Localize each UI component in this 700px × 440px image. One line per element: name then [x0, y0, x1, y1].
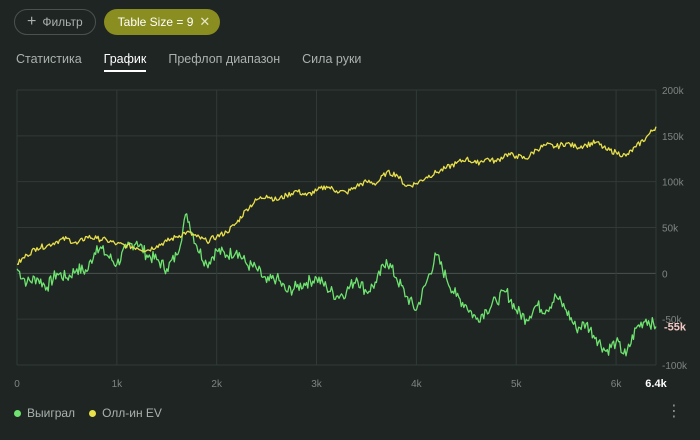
tab-graph[interactable]: График — [103, 52, 147, 72]
tab-statistics[interactable]: Статистика — [16, 52, 82, 66]
active-filter-label: Table Size = 9 — [117, 15, 194, 29]
axis-labels: 200k 150k 100k 50k 0 -50k -100k 0 1k 2k 3k 4k 5k 6k 6.… — [14, 86, 688, 390]
y-tick-label: -50k — [662, 315, 682, 326]
tab-hand-strength[interactable]: Сила руки — [302, 52, 362, 66]
tab-preflop-range[interactable]: Префлоп диапазон — [168, 52, 281, 66]
current-value-label: -55k — [664, 322, 687, 334]
x-tick-label: 4k — [411, 379, 423, 390]
legend-dot-allin-ev — [89, 409, 97, 417]
active-filter-chip[interactable]: Table Size = 9 ✕ — [103, 9, 221, 35]
x-tick-label: 2k — [211, 379, 223, 390]
more-options-icon[interactable]: ⋮ — [666, 403, 682, 420]
legend-label-won: Выиграл — [27, 406, 76, 420]
add-filter-label: Фильтр — [42, 15, 83, 29]
grid — [16, 89, 657, 366]
legend-item-won[interactable]: Выиграл — [14, 406, 75, 420]
legend-item-allin-ev[interactable]: Олл-ин EV — [89, 406, 162, 420]
y-tick-label: 0 — [662, 269, 668, 280]
tab-bar: Статистика График Префлоп диапазон Сила … — [16, 52, 361, 72]
filter-bar: + Фильтр Table Size = 9 ✕ — [14, 9, 221, 35]
y-tick-label: 200k — [662, 86, 685, 97]
chart-area[interactable]: 200k 150k 100k 50k 0 -50k -100k 0 1k 2k 3k 4k 5k 6k 6.… — [0, 75, 700, 395]
legend-label-allin-ev: Олл-ин EV — [102, 406, 162, 420]
y-tick-label: 150k — [662, 132, 685, 143]
y-tick-label: -100k — [662, 361, 688, 372]
x-end-label: 6.4k — [645, 378, 667, 390]
add-filter-button[interactable]: + Фильтр — [14, 9, 96, 35]
plus-icon: + — [27, 12, 37, 30]
legend-dot-won — [14, 409, 21, 417]
x-tick-label: 3k — [311, 379, 323, 390]
x-tick-label: 5k — [511, 379, 523, 390]
y-tick-label: 100k — [662, 178, 685, 189]
series-allin-ev-line[interactable] — [16, 126, 657, 266]
x-tick-label: 1k — [112, 379, 124, 390]
series-won-line[interactable] — [16, 213, 657, 357]
line-chart[interactable]: 200k 150k 100k 50k 0 -50k -100k 0 1k 2k 3k 4k 5k 6k 6.… — [0, 75, 700, 395]
x-tick-label: 6k — [611, 379, 623, 390]
series-layer — [16, 126, 657, 357]
y-tick-label: 50k — [662, 224, 679, 235]
close-icon[interactable]: ✕ — [199, 14, 211, 29]
x-tick-label: 0 — [14, 379, 20, 390]
legend: Выиграл Олл-ин EV — [14, 406, 162, 420]
